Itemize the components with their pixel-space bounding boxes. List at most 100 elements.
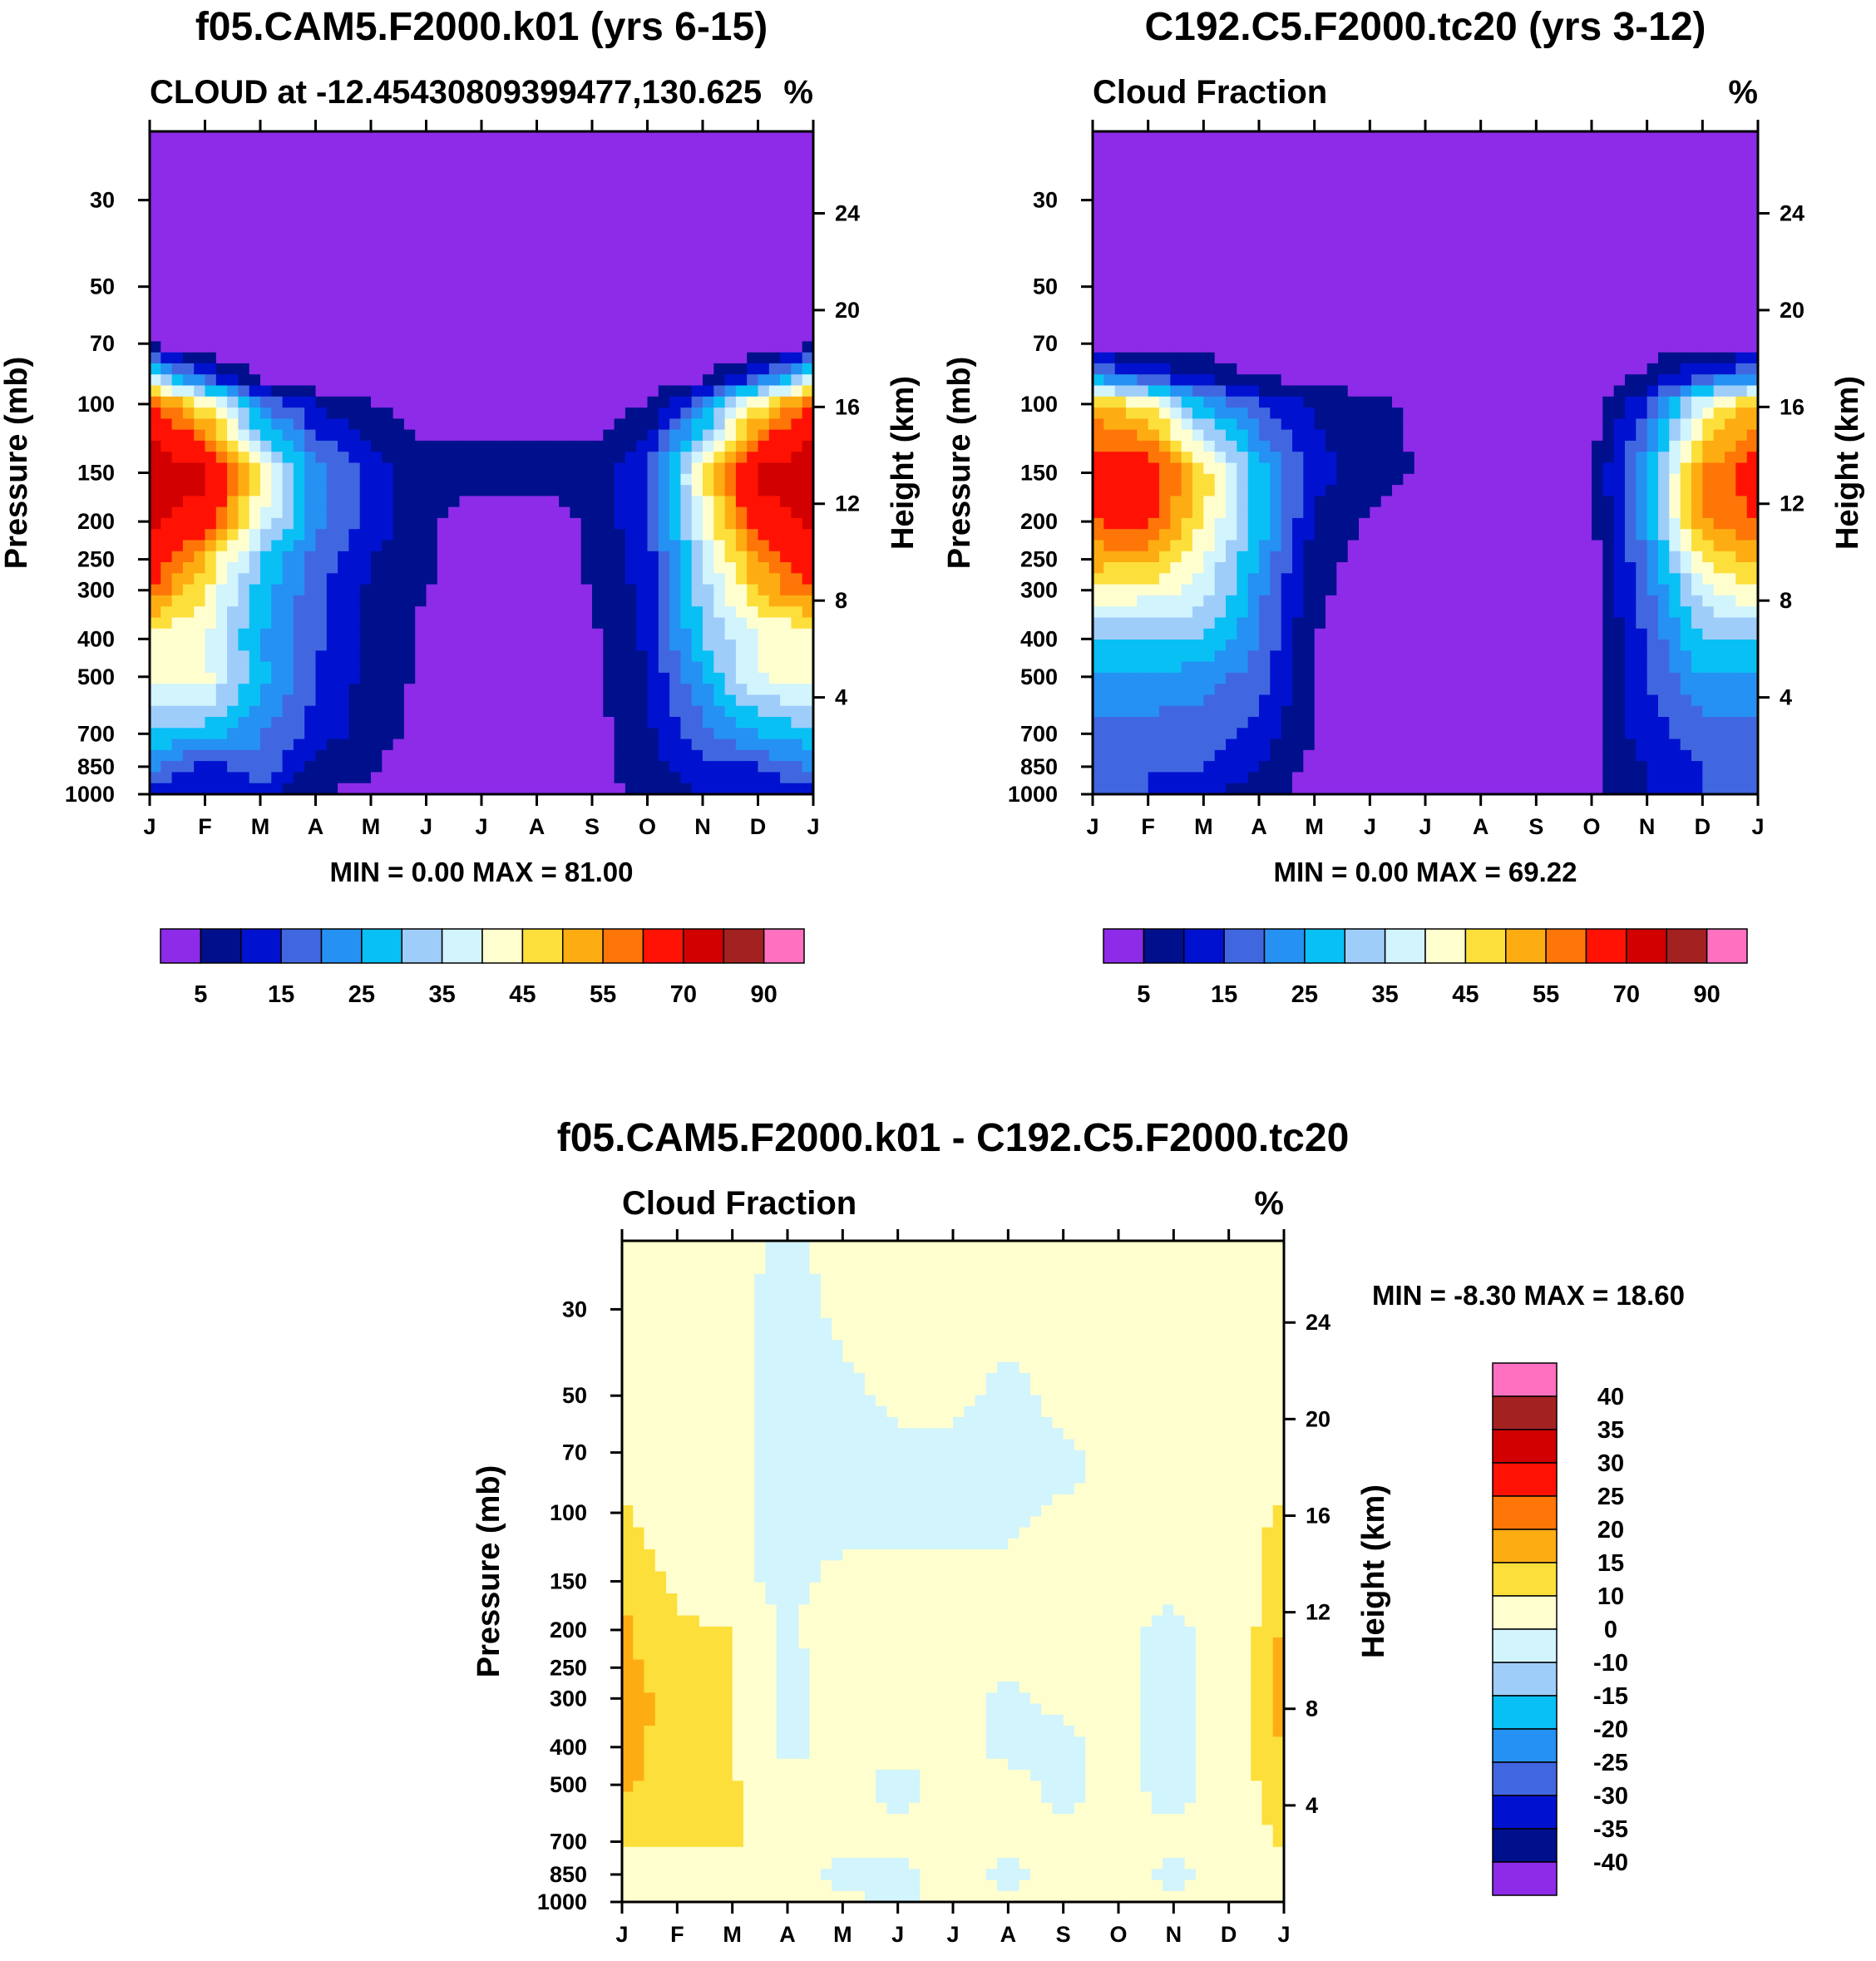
heatmap-cell [1735,253,1748,264]
heatmap-cell [249,728,261,740]
heatmap-cell [802,772,814,784]
heatmap-cell [514,385,526,398]
heatmap-cell [658,772,670,784]
heatmap-cell [780,452,792,464]
heatmap-cell [215,274,228,287]
heatmap-cell [415,319,427,331]
heatmap-cell [724,584,737,596]
heatmap-cell [547,209,560,220]
heatmap-cell [1103,264,1116,276]
heatmap-cell [227,363,239,375]
heatmap-cell [171,374,184,387]
heatmap-cell [1281,274,1293,287]
heatmap-cell [768,241,781,254]
heatmap-cell [492,175,505,187]
heatmap-cell [260,650,272,663]
heatmap-cell [526,462,538,475]
heatmap-cell [768,473,781,486]
heatmap-cell [570,749,582,762]
heatmap-cell [1192,186,1204,199]
heatmap-cell [338,374,349,387]
heatmap-cell [1625,297,1637,309]
heatmap-cell [1237,297,1249,309]
heatmap-cell [614,363,626,375]
heatmap-cell [669,772,681,784]
heatmap-cell [470,595,482,607]
heatmap-cell [1646,230,1659,243]
heatmap-cell [1513,330,1526,342]
heatmap-cell [503,408,516,419]
heatmap-cell [481,738,493,751]
heatmap-cell [392,186,405,199]
heatmap-cell [1636,186,1648,199]
heatmap-cell [1447,209,1459,220]
heatmap-cell [1137,253,1149,264]
heatmap-cell [713,175,726,187]
heatmap-cell [359,761,372,773]
heatmap-cell [658,429,670,442]
heatmap-cell [1380,308,1393,320]
heatmap-cell [326,506,338,519]
heatmap-cell [1270,264,1282,276]
heatmap-cell [780,142,792,155]
heatmap-cell [1425,308,1437,320]
heatmap-cell [580,694,593,707]
heatmap-cell [1569,175,1582,187]
heatmap-cell [338,540,349,552]
heatmap-cell [1093,153,1104,165]
heatmap-cell [1459,319,1470,331]
heatmap-cell [271,783,284,795]
heatmap-cell [238,772,250,784]
heatmap-cell [459,253,471,264]
heatmap-cell [1270,209,1282,220]
heatmap-cell [271,429,284,442]
heatmap-cell [470,761,482,773]
heatmap-cell [470,374,482,387]
heatmap-cell [315,319,328,331]
heatmap-cell [526,540,538,552]
heatmap-cell [724,319,737,331]
heatmap-cell [1725,131,1736,143]
heatmap-cell [448,672,460,684]
heatmap-cell [1270,330,1282,342]
heatmap-cell [403,452,416,464]
heatmap-cell [547,429,560,442]
heatmap-cell [459,197,471,210]
heatmap-cell [315,440,328,452]
heatmap-cell [260,684,272,696]
heatmap-cell [1326,274,1337,287]
heatmap-cell [304,308,317,320]
heatmap-cell [392,264,405,276]
heatmap-cell [1159,297,1171,309]
heatmap-cell [150,761,161,773]
heatmap-cell [1137,341,1149,353]
heatmap-cell [227,385,239,398]
heatmap-cell [160,452,173,464]
heatmap-cell [603,738,615,751]
heatmap-cell [194,640,206,651]
heatmap-cell [348,175,361,187]
heatmap-cell [315,153,328,165]
heatmap-cell [315,330,328,342]
heatmap-cell [647,694,659,707]
heatmap-cell [1259,297,1271,309]
heatmap-cell [514,286,526,298]
heatmap-cell [1658,352,1670,364]
heatmap-cell [160,517,173,530]
heatmap-cell [304,142,317,155]
heatmap-cell [526,153,538,165]
colorbar-swatch [642,928,684,964]
heatmap-cell [625,783,637,795]
heatmap-cell [448,462,460,475]
heatmap-cell [547,297,560,309]
heatmap-cell [415,694,427,707]
heatmap-cell [205,650,217,663]
heatmap-cell [669,650,681,663]
heatmap-cell [215,606,228,619]
heatmap-cell [338,452,349,464]
heatmap-cell [1281,363,1293,375]
heatmap-cell [459,529,471,541]
heatmap-cell [691,452,704,464]
heatmap-cell [1226,319,1237,331]
heatmap-cell [791,761,803,773]
